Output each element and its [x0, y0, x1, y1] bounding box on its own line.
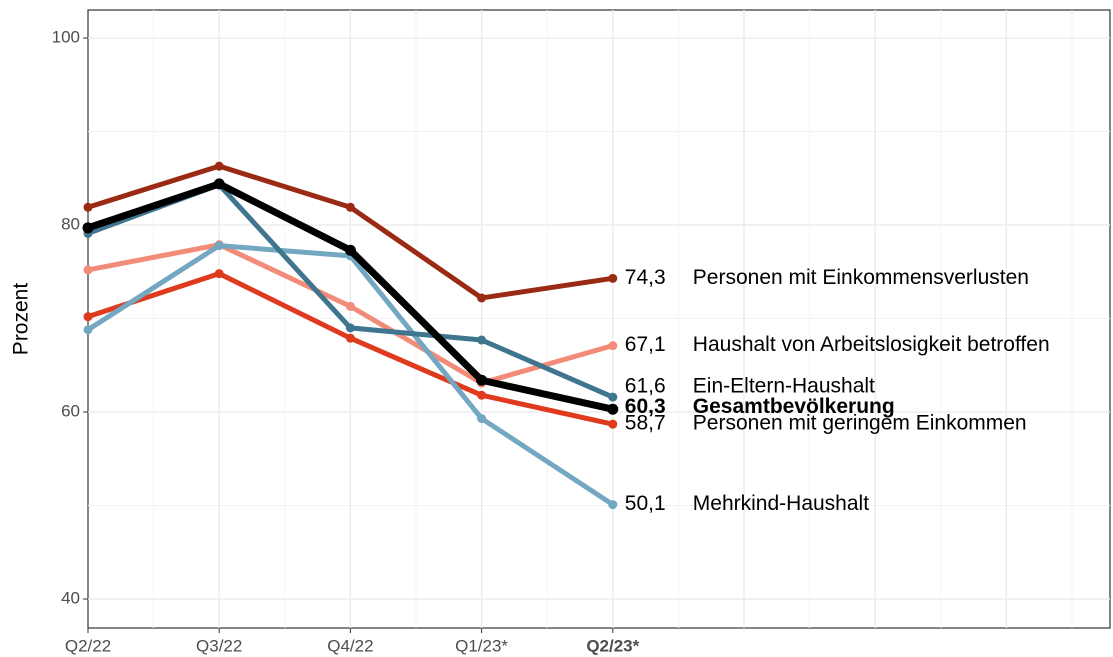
point: [82, 222, 94, 234]
point: [83, 202, 93, 212]
y-tick-label: 100: [52, 28, 80, 47]
x-tick-label: Q3/22: [196, 636, 242, 655]
series-label: Personen mit geringem Einkommen: [693, 412, 1027, 435]
point: [214, 161, 224, 171]
point: [608, 392, 618, 402]
y-tick-label: 80: [61, 215, 80, 234]
value-label: 50,1: [625, 492, 666, 515]
value-label: 60,3: [625, 395, 666, 418]
point: [344, 244, 356, 256]
value-label: 74,3: [625, 266, 666, 289]
point: [477, 293, 487, 303]
point: [476, 374, 488, 386]
y-tick-label: 40: [61, 589, 80, 608]
series-label: Gesamtbevölkerung: [693, 395, 895, 418]
y-axis-label: Prozent: [10, 283, 33, 356]
value-label: 61,6: [625, 375, 666, 398]
point: [607, 403, 619, 415]
point: [214, 269, 224, 279]
point: [345, 301, 355, 311]
point: [477, 390, 487, 400]
value-label: 67,1: [625, 333, 666, 356]
x-tick-label: Q1/23*: [455, 636, 508, 655]
point: [345, 202, 355, 212]
x-tick-label: Q2/23*: [586, 636, 639, 655]
point: [213, 178, 225, 190]
point: [608, 273, 618, 283]
point: [477, 335, 487, 345]
point: [345, 323, 355, 333]
point: [83, 312, 93, 322]
x-tick-label: Q2/22: [65, 636, 111, 655]
point: [83, 265, 93, 275]
point: [608, 341, 618, 351]
x-tick-label: Q4/22: [327, 636, 373, 655]
series-label: Personen mit Einkommensverlusten: [693, 266, 1029, 289]
point: [477, 414, 487, 424]
value-label: 58,7: [625, 412, 666, 435]
point: [83, 325, 93, 335]
point: [608, 419, 618, 429]
point: [608, 500, 618, 510]
point: [345, 333, 355, 343]
point: [214, 241, 224, 251]
series-label: Haushalt von Arbeitslosigkeit betroffen: [693, 333, 1050, 356]
y-tick-label: 60: [61, 402, 80, 421]
series-label: Ein-Eltern-Haushalt: [693, 375, 875, 398]
series-label: Mehrkind-Haushalt: [693, 492, 869, 515]
